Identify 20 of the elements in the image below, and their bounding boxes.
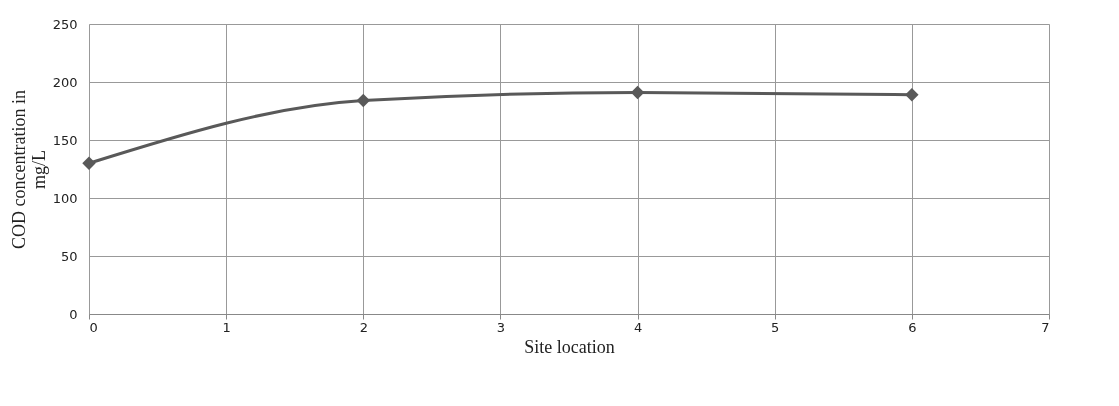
point [905, 88, 919, 102]
x-axis-title: Site location [524, 336, 615, 357]
y-tick-label: 200 [52, 74, 78, 90]
x-tick-label: 4 [633, 319, 643, 335]
y-tick-label: 50 [60, 248, 78, 264]
point [356, 93, 370, 108]
x-tick-label: 2 [359, 319, 368, 335]
point [630, 85, 645, 100]
x-tick-label: 7 [1041, 319, 1050, 335]
x-tick-label: 1 [222, 319, 231, 335]
y-tick-label: 0 [69, 306, 78, 322]
x-tick-label: 5 [771, 319, 780, 335]
x-tick-label: 0 [89, 319, 98, 335]
x-tick-label: 6 [908, 319, 917, 335]
y-axis-title: COD concentration in mg/L [8, 90, 49, 249]
point [82, 156, 96, 170]
y-tick-label: 150 [52, 132, 78, 148]
y-tick-label: 250 [52, 16, 78, 32]
y-tick-label: 100 [52, 190, 78, 206]
x-tick-label: 3 [496, 319, 506, 335]
